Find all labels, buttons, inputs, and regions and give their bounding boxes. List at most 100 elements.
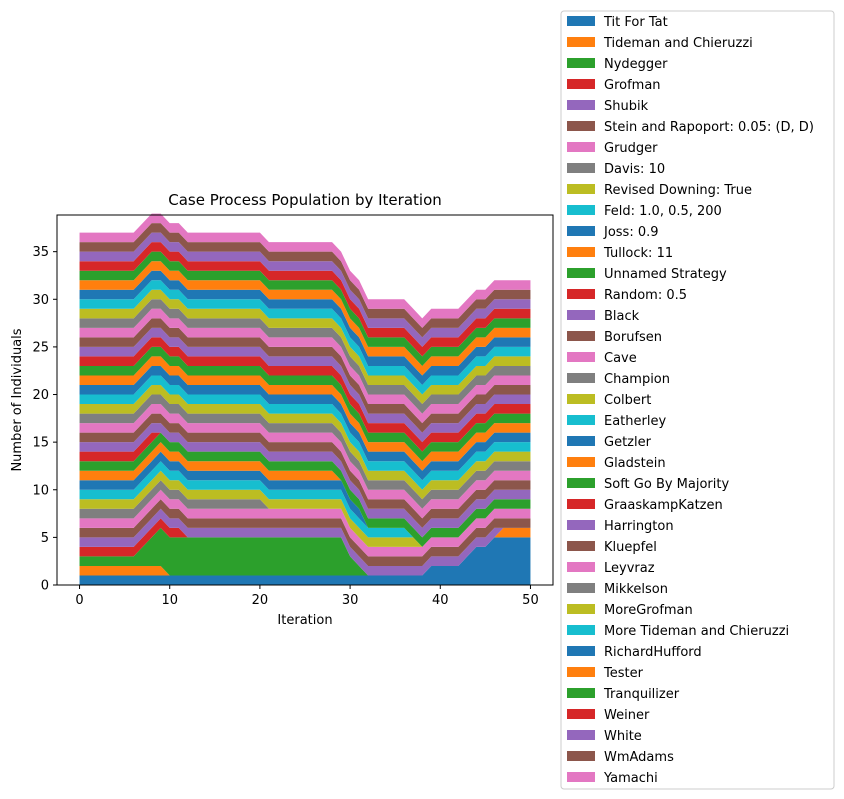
area-tit-for-tat bbox=[79, 537, 531, 585]
legend-label-black: Black bbox=[604, 309, 640, 324]
legend-swatch-richardhufford bbox=[567, 646, 595, 656]
legend-swatch-colbert bbox=[567, 394, 595, 404]
x-tick-label: 50 bbox=[522, 593, 539, 608]
x-axis-title: Iteration bbox=[277, 613, 332, 628]
legend-label-weiner: Weiner bbox=[604, 708, 650, 723]
legend-swatch-tranquilizer bbox=[567, 688, 595, 698]
legend-swatch-tideman-and-chieruzzi bbox=[567, 37, 595, 47]
legend-label-revised-downing-true: Revised Downing: True bbox=[604, 183, 752, 198]
legend-swatch-black bbox=[567, 310, 595, 320]
legend-swatch-unnamed-strategy bbox=[567, 268, 595, 278]
legend-label-feld-1-0-0-5-200: Feld: 1.0, 0.5, 200 bbox=[604, 204, 722, 219]
x-tick-label: 40 bbox=[432, 593, 449, 608]
legend-swatch-more-tideman-and-chieruzzi bbox=[567, 625, 595, 635]
legend-label-gladstein: Gladstein bbox=[604, 456, 666, 471]
legend-swatch-weiner bbox=[567, 709, 595, 719]
legend-swatch-gladstein bbox=[567, 457, 595, 467]
legend-label-getzler: Getzler bbox=[604, 435, 652, 450]
chart-title: Case Process Population by Iteration bbox=[168, 191, 442, 209]
legend-swatch-leyvraz bbox=[567, 562, 595, 572]
legend-label-more-tideman-and-chieruzzi: More Tideman and Chieruzzi bbox=[604, 624, 789, 639]
area-tullock-11 bbox=[79, 442, 531, 547]
legend-frame bbox=[560, 10, 835, 790]
legend-swatch-grofman bbox=[567, 79, 595, 89]
legend-label-champion: Champion bbox=[604, 372, 670, 387]
y-tick-label: 5 bbox=[41, 531, 49, 546]
legend-swatch-random-0-5 bbox=[567, 289, 595, 299]
area-tranquilizer bbox=[79, 251, 531, 366]
legend-label-grofman: Grofman bbox=[604, 78, 661, 93]
area-gladstein bbox=[79, 356, 531, 471]
legend-swatch-mikkelson bbox=[567, 583, 595, 593]
legend: Tit For Tat Tideman and Chieruzzi Nydegger… bbox=[560, 10, 835, 790]
x-tick-label: 20 bbox=[252, 593, 269, 608]
legend-label-tranquilizer: Tranquilizer bbox=[603, 687, 680, 702]
y-tick-label: 0 bbox=[41, 579, 49, 594]
y-tick-label: 35 bbox=[32, 245, 49, 260]
area-tideman-and-chieruzzi bbox=[79, 527, 531, 576]
legend-label-richardhufford: RichardHufford bbox=[604, 645, 702, 660]
x-tick-label: 10 bbox=[161, 593, 178, 608]
y-tick-label: 20 bbox=[32, 388, 49, 403]
legend-label-grudger: Grudger bbox=[604, 141, 658, 156]
y-tick-label: 30 bbox=[32, 293, 49, 308]
legend-label-tit-for-tat: Tit For Tat bbox=[603, 15, 668, 30]
area-joss-0-9 bbox=[79, 451, 531, 547]
x-tick-label: 0 bbox=[75, 593, 83, 608]
legend-swatch-wmadams bbox=[567, 751, 595, 761]
legend-label-tester: Tester bbox=[603, 666, 644, 681]
legend-label-cave: Cave bbox=[604, 351, 637, 366]
legend-swatch-soft-go-by-majority bbox=[567, 478, 595, 488]
area-unnamed-strategy bbox=[79, 432, 531, 547]
area-harrington bbox=[79, 327, 531, 443]
legend-label-moregrofman: MoreGrofman bbox=[604, 603, 693, 618]
legend-swatch-tester bbox=[567, 667, 595, 677]
legend-swatch-tit-for-tat bbox=[567, 16, 595, 26]
area-more-tideman-and-chieruzzi bbox=[79, 280, 531, 395]
area-white bbox=[79, 232, 531, 347]
legend-swatch-davis-10 bbox=[567, 163, 595, 173]
axes-frame bbox=[56, 214, 554, 586]
legend-swatch-revised-downing-true bbox=[567, 184, 595, 194]
legend-label-yamachi: Yamachi bbox=[603, 771, 658, 786]
legend-label-colbert: Colbert bbox=[604, 393, 651, 408]
legend-swatch-kluepfel bbox=[567, 541, 595, 551]
legend-label-nydegger: Nydegger bbox=[604, 57, 668, 72]
legend-swatch-joss-0-9 bbox=[567, 226, 595, 236]
legend-swatch-eatherley bbox=[567, 415, 595, 425]
y-tick-label: 10 bbox=[32, 483, 49, 498]
y-axis-title: Number of Individuals bbox=[10, 328, 25, 471]
legend-swatch-white bbox=[567, 730, 595, 740]
area-feld-1-0-0-5-200 bbox=[79, 461, 531, 547]
legend-swatch-moregrofman bbox=[567, 604, 595, 614]
legend-swatch-nydegger bbox=[567, 58, 595, 68]
tick-layer: 0 10 20 30 40 50 0 5 10 15 20 25 30 35 bbox=[32, 245, 538, 608]
y-tick-label: 25 bbox=[32, 340, 49, 355]
legend-label-leyvraz: Leyvraz bbox=[604, 561, 655, 576]
area-soft-go-by-majority bbox=[79, 346, 531, 462]
legend-label-mikkelson: Mikkelson bbox=[604, 582, 668, 597]
legend-swatch-stein-and-rapoport-0-05-d-d bbox=[567, 121, 595, 131]
legend-swatch-grudger bbox=[567, 142, 595, 152]
area-black bbox=[79, 423, 531, 538]
legend-label-graaskampkatzen: GraaskampKatzen bbox=[604, 498, 723, 513]
legend-swatch-yamachi bbox=[567, 772, 595, 782]
legend-label-shubik: Shubik bbox=[604, 99, 649, 114]
legend-label-borufsen: Borufsen bbox=[604, 330, 662, 345]
legend-label-davis-10: Davis: 10 bbox=[604, 162, 665, 177]
legend-label-random-0-5: Random: 0.5 bbox=[604, 288, 687, 303]
y-tick-label: 15 bbox=[32, 436, 49, 451]
legend-swatch-graaskampkatzen bbox=[567, 499, 595, 509]
legend-label-tullock-11: Tullock: 11 bbox=[603, 246, 673, 261]
area-layer bbox=[79, 213, 531, 585]
legend-label-unnamed-strategy: Unnamed Strategy bbox=[604, 267, 727, 282]
legend-swatch-getzler bbox=[567, 436, 595, 446]
legend-label-white: White bbox=[604, 729, 642, 744]
legend-swatch-tullock-11 bbox=[567, 247, 595, 257]
legend-swatch-harrington bbox=[567, 520, 595, 530]
legend-label-harrington: Harrington bbox=[604, 519, 674, 534]
legend-label-eatherley: Eatherley bbox=[604, 414, 666, 429]
legend-label-joss-0-9: Joss: 0.9 bbox=[603, 225, 659, 240]
legend-swatch-feld-1-0-0-5-200 bbox=[567, 205, 595, 215]
